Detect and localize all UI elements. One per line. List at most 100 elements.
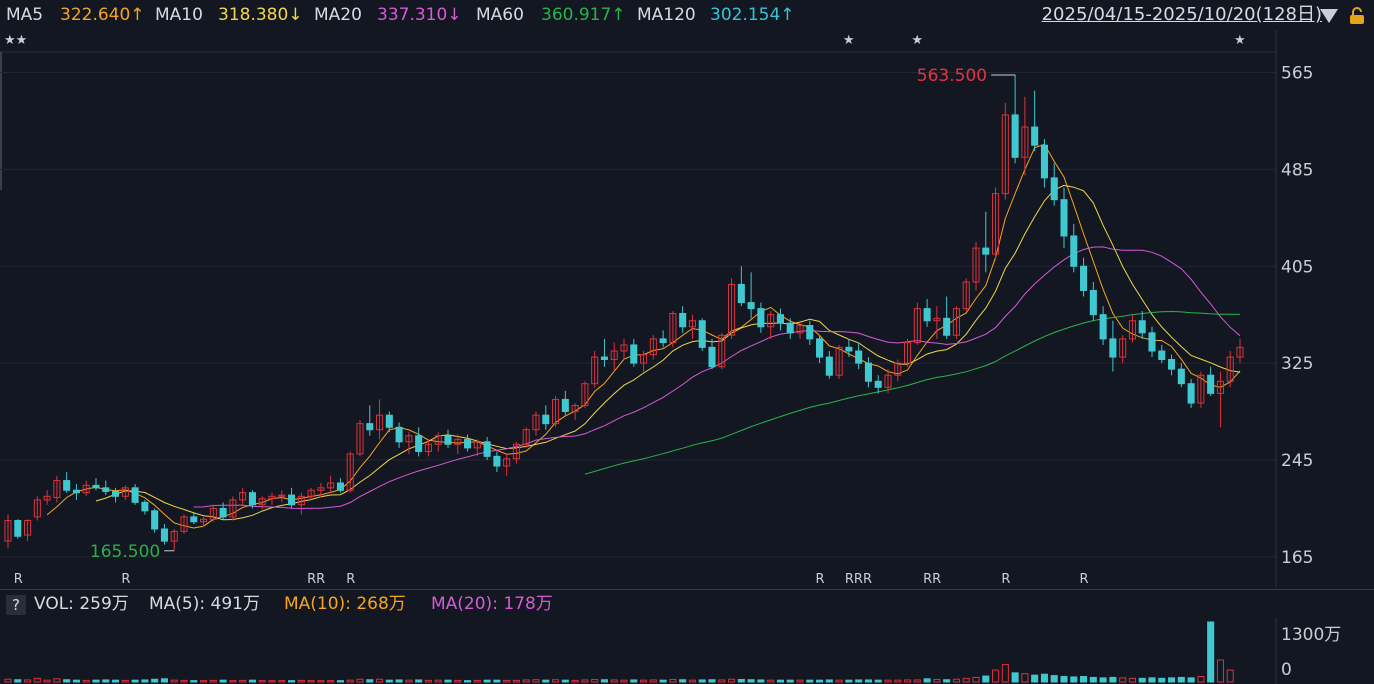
candle-body <box>444 435 452 445</box>
candle-body <box>933 317 941 322</box>
volume-bar <box>454 679 462 683</box>
candle-body <box>512 443 520 460</box>
volume-bar <box>1040 673 1048 683</box>
star-marker: ★ <box>1234 33 1246 48</box>
volume-bar <box>336 680 344 683</box>
volume-bar <box>591 678 599 683</box>
candle-body <box>258 498 266 506</box>
volume-bar <box>209 679 217 683</box>
volume-bar <box>952 678 960 683</box>
low-price-label: 165.500 <box>90 542 160 562</box>
ma5-label: MA5 <box>6 5 44 25</box>
volume-bar <box>121 679 129 683</box>
r-marker: R <box>1001 572 1010 587</box>
volume-bar <box>845 679 853 683</box>
volume-bar <box>1050 675 1058 683</box>
volume-bar <box>493 679 501 683</box>
candle-body <box>464 438 472 449</box>
volume-bar <box>43 679 51 683</box>
candle-body <box>737 283 745 304</box>
candle-body <box>522 429 530 445</box>
volume-bar <box>581 679 589 683</box>
candle-body <box>102 487 110 492</box>
ma60-line <box>584 310 1241 475</box>
candle-body <box>307 489 315 497</box>
y-tick-label: 565 <box>1281 64 1313 84</box>
volume-bar <box>200 680 208 683</box>
volume-bar <box>1226 669 1234 683</box>
volume-bar <box>659 679 667 683</box>
ma120-label: MA120 <box>637 5 696 25</box>
volume-bar <box>356 678 364 683</box>
volume-bar <box>1138 677 1146 683</box>
date-range-selector[interactable]: 2025/04/15-2025/10/20(128日) <box>1041 4 1322 25</box>
candle-body <box>121 487 129 497</box>
candle-body <box>923 308 931 322</box>
volume-bar <box>503 679 511 683</box>
candle-body <box>24 520 32 536</box>
unlock-icon[interactable] <box>1348 7 1366 25</box>
candle-body <box>33 499 41 518</box>
candle-body <box>454 438 462 445</box>
candle-body <box>816 338 824 358</box>
vol-ma5: MA(5): 491万 <box>149 594 260 614</box>
volume-bar <box>737 678 745 683</box>
candle-body <box>112 490 120 497</box>
candle-body <box>864 362 872 382</box>
volume-bar <box>424 679 432 683</box>
candle-body <box>190 516 198 523</box>
candle-body <box>160 528 168 542</box>
candle-body <box>874 380 882 388</box>
volume-bar <box>649 679 657 683</box>
candle-body <box>992 193 1000 255</box>
candle-body <box>43 495 51 501</box>
volume-chart[interactable]: 1300万 0 <box>0 618 1374 684</box>
r-marker: RR <box>923 572 941 587</box>
candle-body <box>229 499 237 518</box>
volume-bar <box>835 679 843 683</box>
candle-body <box>180 516 188 532</box>
volume-bar <box>698 679 706 683</box>
volume-bar <box>1207 621 1215 683</box>
volume-bar <box>1148 677 1156 683</box>
candle-body <box>151 510 159 530</box>
volume-bar <box>620 679 628 683</box>
vol-value: VOL: 259万 <box>34 594 129 614</box>
volume-bar <box>747 679 755 683</box>
candle-body <box>278 494 286 497</box>
candle-body <box>1128 320 1136 340</box>
volume-bar <box>923 678 931 683</box>
volume-bar <box>63 679 71 683</box>
candle-body <box>679 312 687 328</box>
candle-body <box>552 398 560 425</box>
volume-bar <box>366 679 374 683</box>
r-marker: RR <box>307 572 325 587</box>
candle-body <box>434 435 442 445</box>
volume-bar <box>229 680 237 683</box>
candle-body <box>141 501 149 512</box>
candle-body <box>767 314 775 328</box>
candle-body <box>405 435 413 443</box>
candle-body <box>483 441 491 457</box>
candle-body <box>600 356 608 360</box>
candle-body <box>952 308 960 336</box>
candle-body <box>894 362 902 376</box>
volume-bar <box>1001 664 1009 683</box>
candle-body <box>1168 358 1176 370</box>
candle-body <box>503 458 511 467</box>
candle-body <box>4 520 12 542</box>
candle-body <box>1089 289 1097 316</box>
candle-body <box>747 302 755 310</box>
volume-bar <box>728 678 736 683</box>
dropdown-triangle-icon[interactable] <box>1320 9 1338 23</box>
volume-bar <box>248 679 256 683</box>
candle-body <box>1040 144 1048 179</box>
candle-body <box>640 354 648 364</box>
candle-body <box>786 322 794 334</box>
vol-axis-bottom: 0 <box>1281 660 1292 680</box>
volume-bar <box>718 679 726 683</box>
volume-bar <box>82 679 90 683</box>
help-icon[interactable]: ? <box>6 595 26 615</box>
volume-bar <box>552 679 560 683</box>
